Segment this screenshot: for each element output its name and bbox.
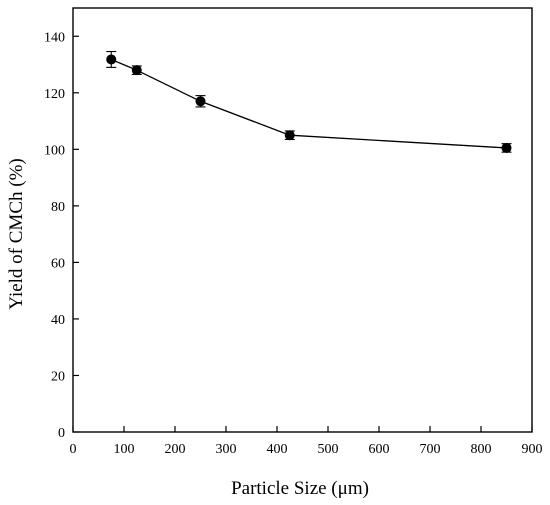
- y-tick-label: 140: [44, 30, 65, 45]
- plot-frame: [72, 7, 533, 433]
- y-tick-label: 40: [51, 313, 65, 328]
- y-tick-label: 120: [44, 87, 65, 102]
- x-axis: 0 100 200 300 400 500 600 700 800 900: [70, 426, 543, 457]
- y-axis: 0 20 40 60 80 100 120 140: [44, 30, 79, 441]
- data-point: [284, 130, 295, 141]
- y-tick-label: 0: [58, 426, 65, 441]
- x-tick-label: 0: [70, 442, 77, 457]
- series-line: [110, 58, 507, 149]
- y-tick-label: 60: [51, 256, 65, 271]
- x-tick-label: 500: [318, 442, 339, 457]
- data-point: [131, 65, 142, 76]
- x-tick-label: 600: [369, 442, 390, 457]
- y-tick-label: 20: [51, 369, 65, 384]
- series: [106, 50, 512, 153]
- x-tick-label: 700: [420, 442, 441, 457]
- y-axis-title: Yield of CMCh (%): [6, 158, 27, 309]
- x-tick-label: 200: [165, 442, 186, 457]
- x-tick-label: 100: [114, 442, 135, 457]
- y-tick-label: 100: [44, 143, 65, 158]
- x-tick-label: 800: [471, 442, 492, 457]
- x-tick-label: 300: [216, 442, 237, 457]
- plot-area: [72, 7, 533, 433]
- data-point: [501, 142, 512, 153]
- x-axis-title: Particle Size (μm): [231, 478, 369, 499]
- x-tick-label: 900: [522, 442, 543, 457]
- y-tick-label: 80: [51, 200, 65, 215]
- data-point: [106, 54, 117, 65]
- data-point: [195, 96, 206, 107]
- x-tick-label: 400: [267, 442, 288, 457]
